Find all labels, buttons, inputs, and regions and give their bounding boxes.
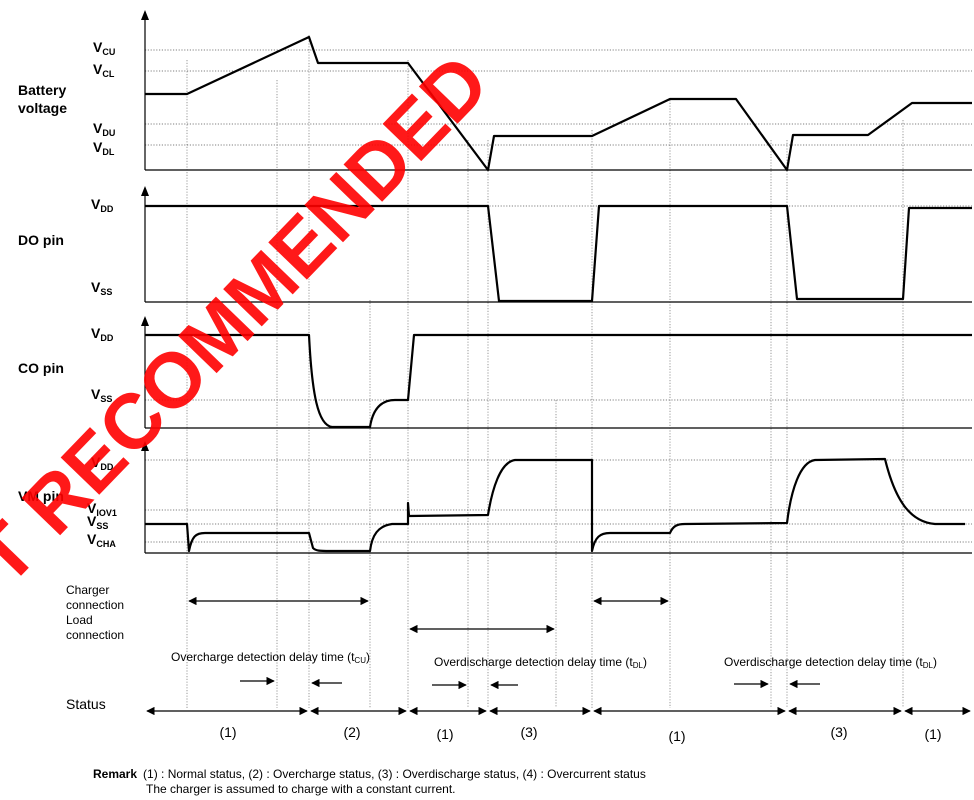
charger-connection-line2: connection — [66, 598, 124, 612]
do-level-vdd: VDD — [91, 196, 114, 214]
vm-level-vdd: VDD — [91, 454, 114, 472]
level-vcu: VCU — [93, 39, 115, 57]
load-connection-line1: Load — [66, 613, 93, 627]
level-vdu: VDU — [93, 120, 115, 138]
co-pin-title: CO pin — [18, 360, 64, 376]
vm-level-viov1: VIOV1 — [87, 500, 117, 518]
status-segment: (1) — [436, 726, 453, 742]
remark-line1: Remark (1) : Normal status, (2) : Overcha… — [93, 767, 646, 781]
do-pin-waveform — [145, 204, 972, 303]
level-vcl: VCL — [93, 61, 115, 79]
co-panel — [141, 316, 972, 429]
battery-title-line1: Battery — [18, 82, 66, 98]
vm-panel — [141, 441, 972, 554]
vm-pin-title: VM pin — [18, 488, 64, 504]
charger-connection-line1: Charger — [66, 583, 109, 597]
load-connection-line2: connection — [66, 628, 124, 642]
battery-panel — [141, 10, 972, 172]
do-panel — [141, 186, 972, 303]
remark-line2: The charger is assumed to charge with a … — [146, 782, 456, 796]
status-segment: (2) — [343, 724, 360, 740]
status-segment: (3) — [830, 724, 847, 740]
event-lines — [186, 35, 904, 708]
vm-level-vcha: VCHA — [87, 531, 116, 549]
overdischarge-delay-label-1: Overdischarge detection delay time (tDL) — [434, 655, 647, 670]
status-segment: (1) — [668, 728, 685, 744]
do-pin-title: DO pin — [18, 232, 64, 248]
battery-title-line2: voltage — [18, 100, 67, 116]
co-pin-waveform — [145, 333, 972, 429]
vm-pin-waveform — [145, 457, 965, 553]
do-level-vss: VSS — [91, 279, 112, 297]
overcharge-delay-label: Overcharge detection delay time (tCU) — [171, 650, 370, 665]
co-level-vdd: VDD — [91, 325, 114, 343]
level-vdl: VDL — [93, 139, 115, 157]
status-segment: (1) — [219, 724, 236, 740]
status-segment: (1) — [924, 726, 941, 742]
co-level-vss: VSS — [91, 386, 112, 404]
status-segment: (3) — [520, 724, 537, 740]
status-label: Status — [66, 696, 106, 712]
vm-level-vss: VSS — [87, 513, 108, 531]
overdischarge-delay-label-2: Overdischarge detection delay time (tDL) — [724, 655, 937, 670]
battery-voltage-waveform — [145, 35, 972, 172]
